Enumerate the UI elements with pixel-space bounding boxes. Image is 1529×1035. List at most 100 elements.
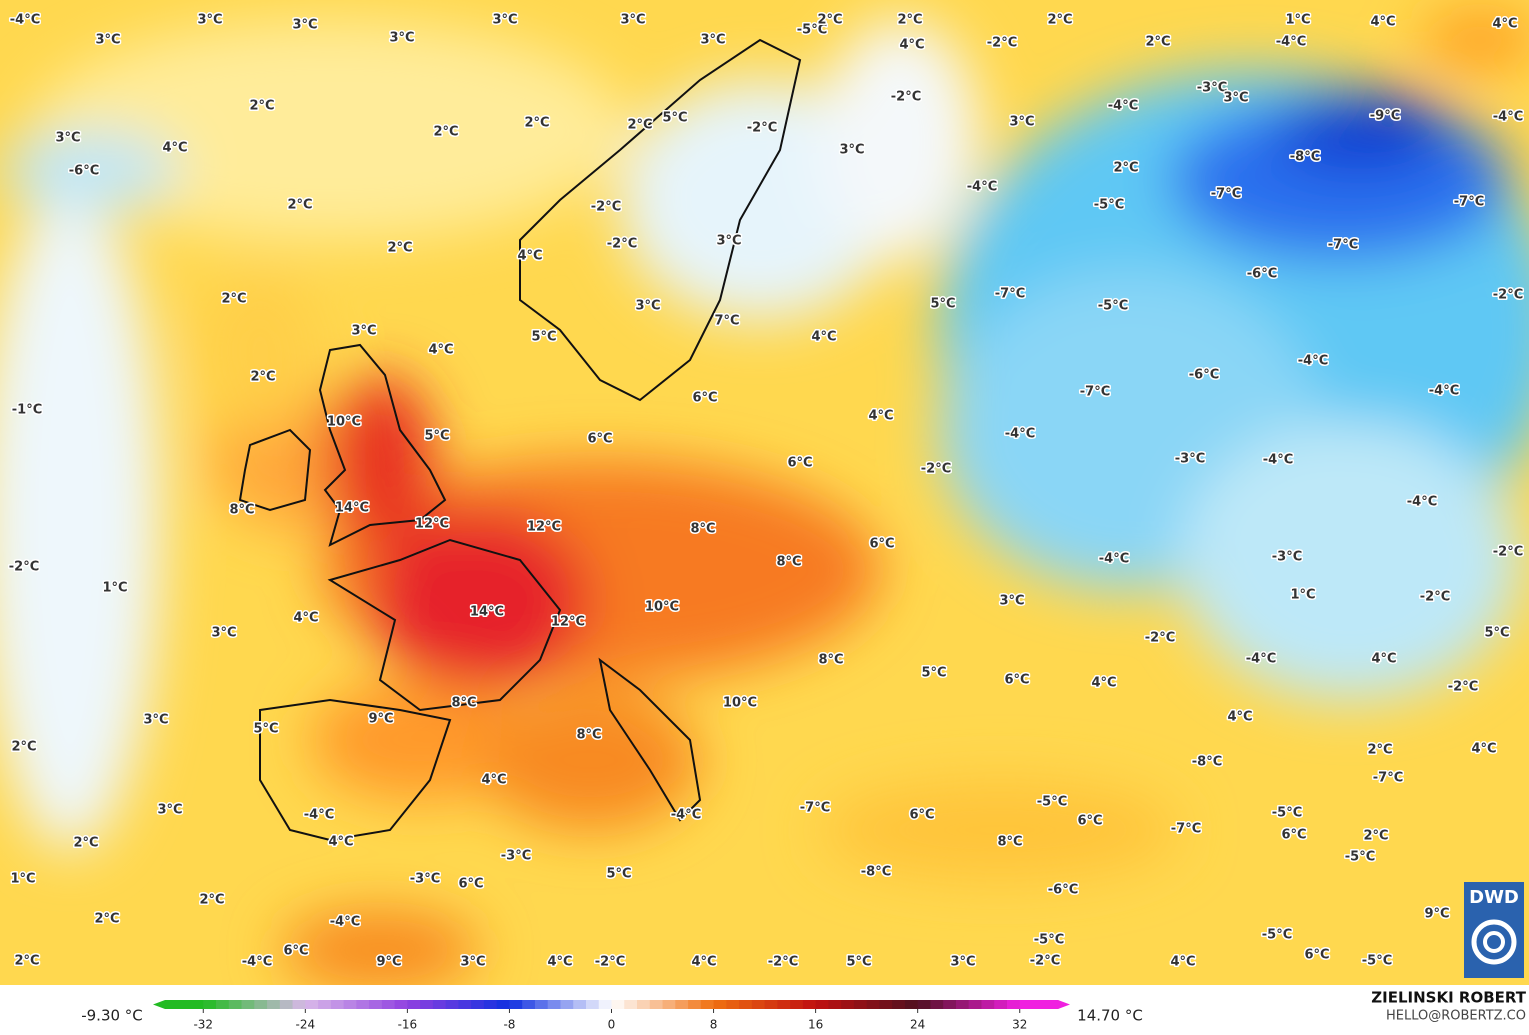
- temperature-label: -5°C: [1362, 954, 1392, 969]
- temperature-label: -6°C: [1048, 883, 1078, 898]
- colorbar-segment: [904, 1000, 919, 1009]
- colorbar-segment: [330, 1000, 345, 1009]
- colorbar-segment: [228, 1000, 243, 1009]
- colorbar-segment: [892, 1000, 906, 1009]
- temperature-label: 6°C: [869, 537, 894, 552]
- colorbar-segment: [777, 1000, 791, 1009]
- logo-spiral-inner: [1483, 931, 1505, 953]
- temperature-label: 4°C: [899, 38, 924, 53]
- colorbar-segment: [496, 1000, 510, 1009]
- temperature-label: 4°C: [517, 249, 542, 264]
- temperature-label: 4°C: [1492, 17, 1517, 32]
- colorbar-segment: [700, 1000, 715, 1009]
- colorbar-segment: [522, 1000, 536, 1009]
- temperature-label: 4°C: [1170, 955, 1195, 970]
- colorbar-segment: [343, 1000, 357, 1009]
- temperature-label: -4°C: [1099, 552, 1129, 567]
- temperature-label: 12°C: [415, 517, 449, 532]
- temperature-label: -6°C: [1189, 368, 1219, 383]
- temperature-label: 4°C: [547, 955, 572, 970]
- colorbar-segment: [688, 1000, 702, 1009]
- temperature-label: -5°C: [1272, 806, 1302, 821]
- temperature-label: -2°C: [987, 36, 1017, 51]
- colorbar-segment: [1019, 1000, 1033, 1009]
- temperature-label: 2°C: [897, 13, 922, 28]
- temperature-label: -4°C: [1276, 35, 1306, 50]
- temperature-label: -1°C: [12, 403, 42, 418]
- author: ZIELINSKI ROBERT: [1371, 989, 1526, 1007]
- temperature-label: 3°C: [197, 13, 222, 28]
- temperature-label: -3°C: [1272, 550, 1302, 565]
- temperature-label: 2°C: [1113, 161, 1138, 176]
- colorbar-segment: [279, 1000, 294, 1009]
- temperature-label: 5°C: [930, 297, 955, 312]
- temperature-label: 9°C: [1424, 907, 1449, 922]
- temperature-label: 7°C: [714, 314, 739, 329]
- colorbar-segment: [981, 1000, 995, 1009]
- temperature-label: 10°C: [723, 696, 757, 711]
- colorbar-segment: [534, 1000, 549, 1009]
- colorbar-segment: [1032, 1000, 1046, 1009]
- temperature-label: 2°C: [199, 893, 224, 908]
- temperature-label: 4°C: [1370, 15, 1395, 30]
- colorbar-segment: [394, 1000, 408, 1009]
- temperature-label: 3°C: [292, 18, 317, 33]
- temperature-label: 2°C: [249, 99, 274, 114]
- temperature-label: 3°C: [55, 131, 80, 146]
- temperature-label: 2°C: [1145, 35, 1170, 50]
- temperature-label: 5°C: [921, 666, 946, 681]
- temperature-label: -8°C: [1192, 755, 1222, 770]
- temperature-label: 2°C: [627, 118, 652, 133]
- temperature-label: -4°C: [10, 13, 40, 28]
- temperature-label: -6°C: [1247, 267, 1277, 282]
- temperature-label: 2°C: [1367, 743, 1392, 758]
- temperature-label: 1°C: [1285, 13, 1310, 28]
- colorbar-segment: [739, 1000, 753, 1009]
- temperature-label: 1°C: [10, 872, 35, 887]
- colorbar-segment: [866, 1000, 880, 1009]
- temperature-label: 10°C: [645, 600, 679, 615]
- temperature-label: 9°C: [368, 712, 393, 727]
- temperature-label: 5°C: [846, 955, 871, 970]
- temperature-label: -7°C: [1328, 238, 1358, 253]
- colorbar-segment: [968, 1000, 982, 1009]
- colorbar-tick-label: 24: [910, 1018, 925, 1032]
- colorbar-tick-label: 0: [608, 1018, 616, 1032]
- temperature-label: -7°C: [800, 801, 830, 816]
- temperature-label: 6°C: [587, 432, 612, 447]
- colorbar-segment: [815, 1000, 829, 1009]
- temperature-label: 4°C: [1227, 710, 1252, 725]
- colorbar-segment: [726, 1000, 740, 1009]
- temperature-label: 5°C: [424, 429, 449, 444]
- temperature-label: -2°C: [768, 955, 798, 970]
- colorbar-tick-label: 8: [710, 1018, 718, 1032]
- temperature-label: -4°C: [330, 915, 360, 930]
- temperature-label: 4°C: [293, 611, 318, 626]
- colorbar-tick-label: 16: [808, 1018, 823, 1032]
- email: HELLO@ROBERTZ.CO: [1386, 1009, 1526, 1024]
- colorbar-segment: [254, 1000, 268, 1009]
- colorbar-segment: [381, 1000, 396, 1009]
- colorbar-segment: [675, 1000, 689, 1009]
- temperature-label: 3°C: [950, 955, 975, 970]
- colorbar-segment: [943, 1000, 957, 1009]
- temperature-label: 5°C: [1484, 626, 1509, 641]
- temperature-label: -6°C: [69, 164, 99, 179]
- temperature-label: 3°C: [95, 33, 120, 48]
- temperature-label: 3°C: [211, 626, 236, 641]
- colorbar-segment: [649, 1000, 664, 1009]
- coastlines: [238, 38, 802, 842]
- colorbar-segment: [318, 1000, 332, 1009]
- logo-spiral: [1471, 919, 1517, 965]
- temperature-label: 6°C: [787, 456, 812, 471]
- temperature-label: -5°C: [797, 23, 827, 38]
- temperature-label: -7°C: [995, 287, 1025, 302]
- colorbar-segment: [790, 1000, 804, 1009]
- temperature-label: -4°C: [1493, 110, 1523, 125]
- temperature-label: -4°C: [1298, 354, 1328, 369]
- temperature-label: 14°C: [335, 501, 369, 516]
- temperature-label: 3°C: [620, 13, 645, 28]
- temperature-label: 2°C: [387, 241, 412, 256]
- temperature-label: -3°C: [1197, 81, 1227, 96]
